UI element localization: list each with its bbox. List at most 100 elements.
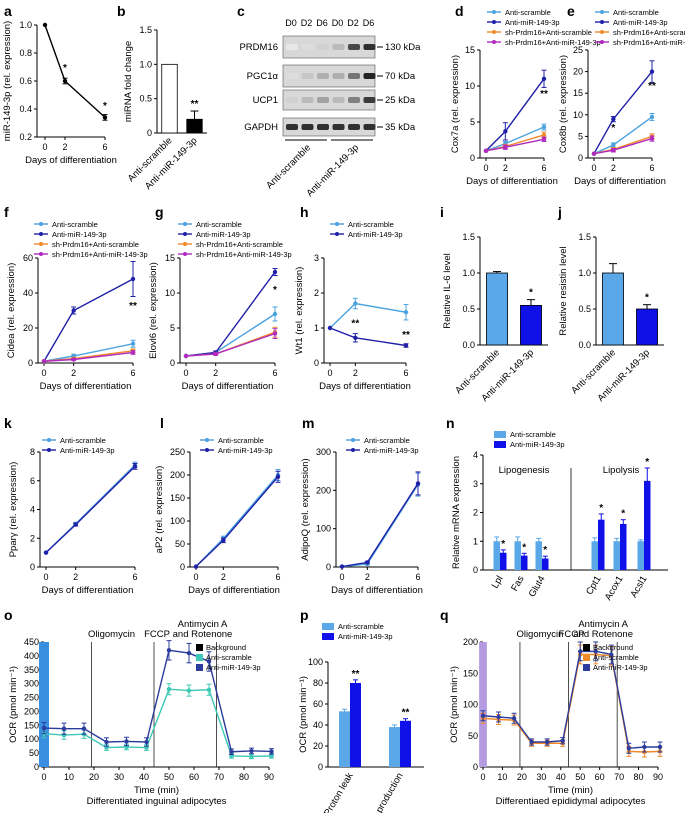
protein-label: UCP1: [253, 95, 278, 106]
data-point: [403, 310, 409, 315]
y-tick-label: 100: [463, 700, 478, 710]
y-axis-label: miRNA fold change: [123, 41, 134, 122]
legend-label: sh-Prdm16+Anti-miR-149-3p: [52, 250, 148, 259]
y-tick-label: 1.0: [578, 268, 591, 278]
legend-label: Anti-scramble: [510, 430, 556, 439]
group-label: Anti-miR-149-3p: [304, 142, 361, 199]
data-point: [657, 744, 663, 750]
legend-label: Anti-miR-149-3p: [196, 230, 251, 239]
panel-letter: l: [160, 415, 164, 431]
y-tick-label: 0: [28, 358, 33, 368]
legend-swatch: [494, 431, 506, 438]
data-point: [609, 652, 614, 657]
injection-label: FCCP: [559, 629, 585, 640]
blot-band: [363, 73, 376, 79]
x-tick-label: 80: [239, 772, 249, 782]
category-label: Acox1: [603, 574, 626, 602]
data-point: [415, 481, 421, 486]
bar: [186, 118, 203, 134]
blot-band: [332, 97, 345, 103]
data-point: [206, 687, 212, 692]
panel-letter: d: [455, 3, 464, 19]
category-label: Glut4: [527, 574, 548, 599]
data-point: [206, 659, 212, 664]
marker-label: 35 kDa: [385, 122, 416, 133]
legend-label: Anti-miR-149-3p: [505, 18, 560, 27]
bar: [620, 524, 627, 570]
x-tick-label: 2: [221, 572, 226, 582]
panel-letter: m: [302, 415, 314, 431]
data-point: [71, 308, 76, 313]
data-point: [365, 560, 370, 565]
y-axis-label: Relative mRNA expression: [451, 456, 462, 569]
panel-a: 0.2 0.4 0.6 0.8 1.0 0 2 6 Days of differentiatio…: [2, 20, 117, 166]
marker-label: 25 kDa: [385, 95, 416, 106]
panel-n: 0 1 2 3 4 Relative mRNA expression Lpl Fas Glut4…: [451, 430, 668, 602]
panel-k: 0 2 4 6 8 0 2 6 Days of differentiation Pparγ (re…: [8, 436, 138, 596]
legend-label: sh-Prdm16+Anti-miR-149-3p: [196, 250, 292, 259]
panel-letter: j: [557, 204, 562, 220]
panel-caption: Differentiated inguinal adipocytes: [87, 796, 227, 807]
legend-marker: [39, 242, 43, 246]
bar: [486, 272, 508, 346]
panel-d: 0 5 10 15 0 2 6 Days of differentiation Cox7a (r…: [450, 8, 601, 187]
legend-label: Anti-miR-149-3p: [593, 663, 648, 672]
lane-label: D2: [347, 18, 359, 28]
series-line: [185, 331, 276, 357]
data-point: [130, 276, 136, 282]
bar: [636, 308, 658, 346]
panel-o: 0 50 100 150 200 250 300 350 400 450 0 10 20 30 40 50 60…: [8, 619, 274, 807]
legend-label: Anti-miR-149-3p: [52, 230, 107, 239]
x-tick-label: 30: [536, 772, 546, 782]
protein-label: GAPDH: [244, 122, 278, 133]
data-point: [496, 714, 501, 720]
y-tick-label: 250: [24, 693, 39, 703]
legend-label: Anti-miR-149-3p: [613, 18, 668, 27]
bar: [400, 720, 411, 767]
bar: [500, 552, 507, 570]
blot-band: [332, 73, 345, 79]
legend-swatch: [583, 644, 590, 651]
bar: [535, 541, 542, 570]
y-tick-label: 1.5: [139, 25, 152, 35]
legend-swatch: [583, 654, 590, 661]
blot-band: [317, 73, 329, 79]
legend-marker: [47, 448, 51, 452]
significance-mark: **: [351, 318, 359, 329]
legend-label: sh-Prdm16+Anti-scramble: [505, 28, 592, 37]
legend-marker: [492, 20, 496, 24]
x-axis-label: Days of differentiation: [42, 585, 134, 596]
bar: [161, 63, 178, 134]
y-tick-label: 3: [473, 479, 478, 489]
legend-marker: [335, 232, 339, 236]
data-point: [41, 359, 47, 364]
data-point: [269, 749, 274, 754]
x-axis-label: Days of differentiation: [319, 381, 411, 392]
x-tick-label: 50: [164, 772, 174, 782]
panel-letter: c: [237, 3, 245, 19]
data-point: [544, 739, 550, 745]
significance-mark: **: [129, 301, 137, 312]
data-point: [503, 129, 508, 134]
blot-band: [348, 97, 360, 103]
series-line: [482, 650, 660, 749]
blot-band: [301, 44, 314, 50]
significance-mark: *: [621, 509, 625, 520]
data-point: [61, 726, 67, 731]
data-point: [104, 739, 109, 745]
blot-band: [301, 97, 314, 103]
x-tick-label: 2: [503, 163, 508, 173]
series-line: [195, 474, 279, 568]
y-tick-label: 200: [316, 485, 331, 495]
x-tick-label: 90: [653, 772, 663, 782]
blot-band: [348, 73, 360, 79]
panel-letter: k: [4, 415, 12, 431]
data-point: [541, 124, 547, 130]
panel-letter: e: [567, 3, 575, 19]
y-tick-label: 50: [468, 731, 478, 741]
legend-label: sh-Prdm16+Anti-scramble: [52, 240, 139, 249]
y-axis-label: Elovl6 (rel. expression): [148, 262, 159, 359]
bar: [493, 541, 500, 570]
